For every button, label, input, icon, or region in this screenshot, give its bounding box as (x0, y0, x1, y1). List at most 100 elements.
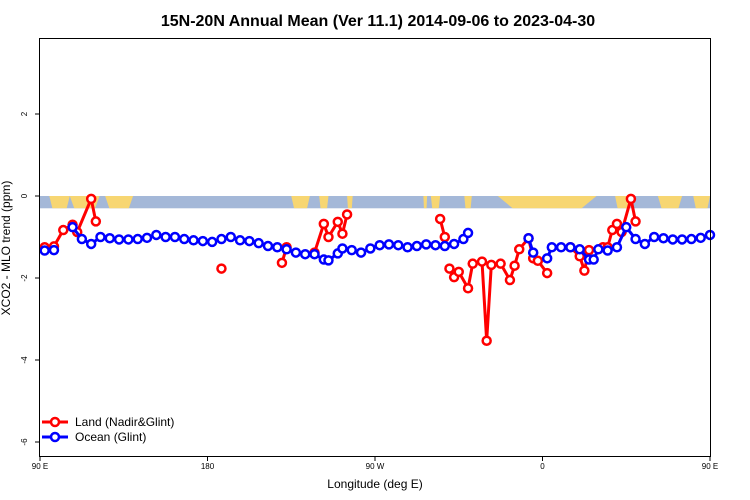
land-point-23 (481, 335, 492, 346)
ocean-point-28 (309, 248, 320, 260)
ocean-point-11 (151, 229, 162, 241)
ocean-point-6 (104, 232, 116, 244)
ocean-point-58 (611, 242, 623, 253)
ocean-point-19 (225, 231, 237, 243)
legend-marker-land (49, 416, 61, 428)
y-tick-label-3: 0 (20, 193, 29, 198)
land-point-11 (323, 231, 334, 243)
land-point-22 (476, 256, 488, 267)
ocean-point-39 (402, 242, 413, 253)
ocean-point-50 (546, 242, 558, 253)
land-mask-segment-0 (49, 196, 70, 209)
ocean-point-12 (160, 231, 171, 243)
ocean-point-22 (253, 237, 264, 249)
ocean-point-32 (337, 243, 348, 254)
ocean-point-4 (85, 238, 97, 250)
land-mask-segment-11 (657, 196, 683, 209)
land-mask-segment-5 (347, 196, 353, 209)
land-point-44 (216, 263, 227, 274)
ocean-point-46 (462, 227, 474, 239)
land-point-15 (434, 213, 446, 225)
y-axis-ticks: -6 -4 -2 0 2 (20, 111, 40, 446)
ocean-point-16 (197, 235, 209, 247)
ocean-point-59 (621, 221, 632, 233)
land-point-12 (332, 216, 344, 228)
land-mask-segment-2 (105, 196, 134, 209)
ocean-point-42 (430, 239, 441, 251)
land-point-16 (439, 231, 451, 243)
ocean-point-8 (123, 234, 134, 245)
ocean-point-37 (383, 239, 395, 250)
series-layer (39, 193, 716, 346)
x-tick-label-1: 180 (201, 462, 215, 471)
land-mask-segment-3 (291, 196, 310, 209)
land-point-40 (611, 218, 623, 230)
land-ocean-mask-band (40, 196, 710, 209)
land-point-10 (318, 218, 330, 230)
land-point-28 (513, 244, 525, 255)
ocean-point-18 (216, 233, 227, 245)
ocean-point-14 (178, 233, 190, 245)
ocean-point-33 (346, 244, 357, 256)
x-axis-label: Longitude (deg E) (327, 477, 422, 491)
ocean-point-23 (262, 240, 274, 252)
legend-marker-ocean (49, 431, 61, 443)
ocean-point-53 (574, 244, 585, 255)
land-point-13 (337, 228, 348, 239)
land-mask-segment-9 (497, 196, 597, 209)
ocean-point-13 (169, 231, 181, 243)
ocean-point-9 (132, 233, 143, 245)
land-point-24 (486, 259, 497, 271)
chart-title: 15N-20N Annual Mean (Ver 11.1) 2014-09-0… (161, 13, 595, 30)
ocean-point-41 (420, 239, 432, 250)
x-tick-label-0: 90 E (32, 462, 48, 471)
ocean-point-52 (565, 242, 576, 253)
land-point-6 (90, 216, 102, 227)
ocean-point-38 (393, 239, 404, 251)
ocean-point-55 (588, 254, 599, 265)
land-point-43 (630, 216, 641, 227)
ocean-point-44 (448, 238, 460, 250)
ocean-point-61 (639, 238, 651, 250)
y-tick-label-0: -6 (20, 438, 29, 446)
ocean-point-15 (188, 235, 199, 246)
land-point-36 (583, 244, 595, 256)
ocean-point-35 (365, 243, 376, 254)
ocean-point-56 (593, 244, 604, 255)
ocean-point-49 (541, 253, 553, 264)
y-tick-label-1: -4 (20, 356, 29, 364)
ocean-point-30 (323, 255, 334, 266)
land-mask-segment-4 (319, 196, 329, 209)
land-point-19 (453, 266, 464, 278)
ocean-point-7 (113, 234, 125, 245)
land-point-31 (532, 255, 544, 267)
land-point-14 (341, 209, 353, 220)
ocean-point-5 (95, 231, 106, 243)
ocean-point-10 (141, 232, 153, 244)
ocean-point-25 (281, 244, 292, 255)
ocean-point-20 (234, 235, 246, 246)
land-point-35 (579, 265, 590, 276)
land-mask-segment-6 (423, 196, 428, 209)
ocean-point-51 (555, 242, 567, 253)
legend-label-ocean: Ocean (Glint) (75, 430, 146, 444)
x-tick-label-4: 90 E (702, 462, 718, 471)
ocean-point-24 (272, 242, 283, 253)
ocean-point-66 (686, 233, 697, 245)
land-point-26 (504, 274, 516, 286)
ocean-point-0 (39, 245, 50, 256)
ocean-point-57 (602, 245, 613, 256)
land-point-7 (276, 257, 288, 269)
ocean-band (40, 196, 710, 209)
ocean-point-26 (290, 247, 302, 258)
ocean-point-63 (658, 232, 669, 244)
land-point-32 (541, 267, 553, 279)
land-point-27 (509, 260, 520, 271)
ocean-point-1 (48, 244, 60, 256)
x-tick-label-2: 90 W (366, 462, 385, 471)
land-mask-segment-7 (430, 196, 441, 209)
ocean-point-48 (527, 247, 539, 258)
ocean-point-43 (439, 240, 451, 252)
ocean-point-21 (244, 235, 255, 247)
legend: Land (Nadir&Glint) Ocean (Glint) (42, 415, 174, 444)
